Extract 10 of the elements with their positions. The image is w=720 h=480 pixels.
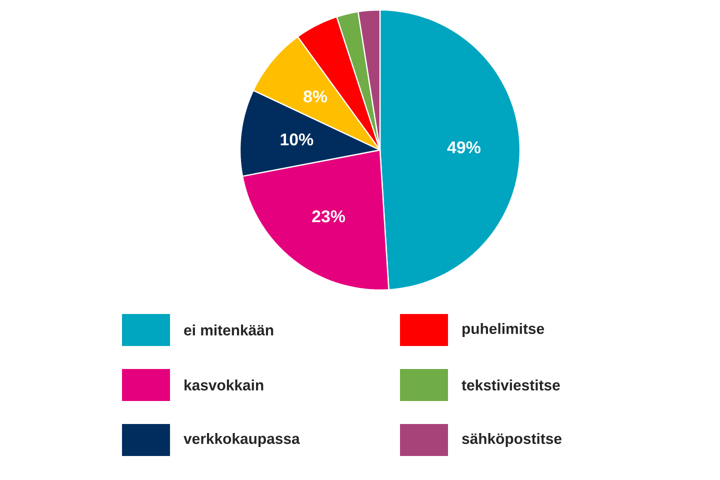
legend-label: sähköpostitse [462,433,562,447]
data-label: 8% [304,90,328,102]
data-label: 10% [280,133,314,146]
legend-label: ei mitenkään [184,324,274,336]
data-label: 49% [447,141,480,154]
legend-label: puhelimitse [462,323,544,337]
data-label: 23% [312,210,346,222]
legend-label: verkkokaupassa [184,433,300,447]
legend-label: tekstiviestitse [462,380,560,390]
legend-label: kasvokkain [184,380,264,390]
